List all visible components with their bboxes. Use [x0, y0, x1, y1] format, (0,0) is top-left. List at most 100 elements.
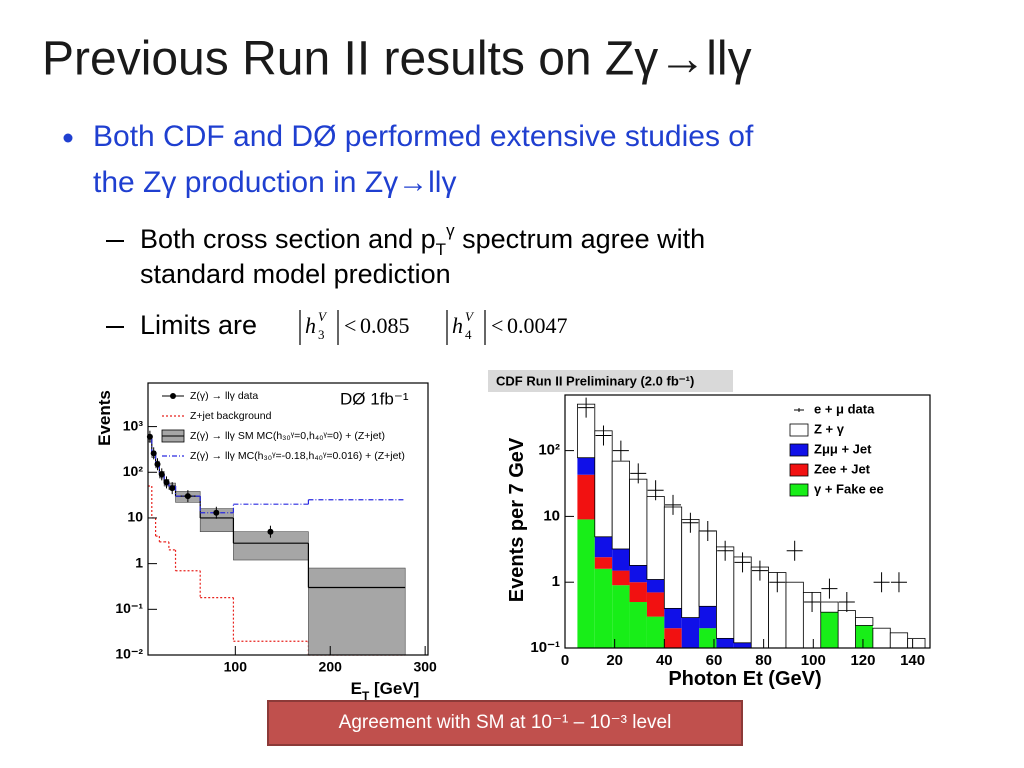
stack-bar — [872, 627, 891, 649]
x-tick-label: 40 — [656, 652, 673, 669]
plot-frame — [147, 382, 429, 656]
legend-label: Z+jet background — [190, 410, 272, 422]
x-tick-label: 300 — [413, 659, 437, 675]
formula-value: 0.085 — [360, 313, 410, 338]
data-point — [647, 480, 664, 501]
stack-bar — [820, 612, 839, 648]
data-point — [163, 479, 170, 486]
legend-label: Z(γ) → llγ SM MC(h₃₀ᵞ=0,h₄₀ᵞ=0) + (Z+jet… — [190, 430, 385, 442]
formula-part: h — [452, 313, 463, 338]
y-axis-label: Events per 7 GeV — [506, 437, 528, 602]
legend-symbol — [789, 483, 809, 497]
stack-bar — [664, 628, 682, 648]
x-tick-label: 120 — [850, 652, 875, 669]
stack-bar — [646, 616, 665, 648]
legend-symbol — [789, 443, 809, 457]
stack-bar — [577, 474, 595, 520]
chart-title-box — [488, 370, 733, 392]
formula-symbol: h — [452, 313, 463, 338]
data-point — [158, 471, 165, 478]
bullet-text: Both CDF and DØ performed extensive stud… — [93, 120, 754, 153]
data-point — [169, 485, 176, 492]
text-part: Both cross section and p — [140, 224, 436, 254]
legend-label: γ + Fake ee — [814, 481, 884, 496]
text-part: T — [436, 240, 446, 259]
stack-bar — [629, 582, 647, 603]
stack-bar — [733, 642, 752, 648]
x-axis-label: Photon Et (GeV) — [668, 668, 821, 690]
x-tick-label: 0 — [561, 652, 569, 669]
bullet-text: the Zγ production in Zγ→llγ — [93, 166, 456, 199]
stack-bar — [612, 585, 630, 648]
legend-label: Z(γ) → llγ data — [190, 390, 258, 402]
stack-bar — [629, 602, 647, 648]
y-tick-label: 10³ — [123, 417, 144, 433]
data-point — [595, 425, 612, 446]
text-part: Events — [95, 390, 114, 446]
annotation: DØ 1fb⁻¹ — [340, 389, 409, 408]
legend-label: e + μ data — [814, 401, 875, 416]
x-tick-label: 100 — [801, 652, 826, 669]
stack-bar — [820, 601, 839, 613]
data-point — [150, 450, 157, 457]
x-tick-label: 20 — [606, 652, 623, 669]
y-axis-label: Events — [95, 390, 114, 446]
stack-bar — [855, 617, 874, 626]
x-tick-label: 100 — [224, 659, 248, 675]
data-point — [154, 461, 161, 468]
stack-bar — [594, 536, 613, 558]
legend-symbol — [170, 393, 176, 399]
x-axis-label: ET [GeV] — [351, 679, 420, 703]
formula-sup: V — [318, 309, 328, 324]
stack-bar — [681, 617, 700, 648]
sub-bullet-text: Both cross section and pTγ spectrum agre… — [140, 221, 705, 259]
stack-bar — [646, 496, 665, 580]
stack-bar — [646, 592, 665, 617]
text-part: standard model prediction — [140, 259, 451, 289]
text-part: E — [351, 679, 362, 698]
formula-relation: < — [491, 313, 503, 338]
slide-title: Previous Run II results on Zγ→llγ — [42, 33, 752, 86]
stack-bar — [629, 565, 647, 583]
legend-symbol — [794, 408, 804, 412]
data-point — [804, 592, 821, 613]
legend-label: Z(γ) → llγ MC(h₃₀ᵞ=-0.18,h₄₀ᵞ=0.016) + (… — [190, 450, 405, 462]
legend-symbol — [789, 463, 809, 477]
x-tick-label: 80 — [755, 652, 772, 669]
data-point — [734, 552, 751, 573]
text-part: Photon Et (GeV) — [668, 668, 821, 690]
y-tick-label: 1 — [135, 554, 143, 570]
stack-bar — [594, 557, 613, 569]
stack-bar — [681, 519, 700, 618]
data-point — [612, 440, 629, 461]
formula-sup: V — [465, 309, 475, 324]
stack-bar — [594, 568, 613, 648]
x-tick-label: 60 — [706, 652, 723, 669]
stack-bar — [716, 638, 734, 648]
x-tick-label: 200 — [319, 659, 343, 675]
data-point — [630, 463, 647, 484]
data-point — [786, 540, 803, 561]
stack-bar — [577, 457, 595, 475]
stack-bar — [837, 610, 856, 649]
stack-bar — [663, 506, 683, 609]
formula-relation: < — [344, 313, 356, 338]
stack-bar — [699, 606, 717, 629]
data-point — [769, 572, 786, 593]
stack-bar — [889, 632, 909, 649]
y-tick-label: 10 — [127, 509, 143, 525]
data-point — [665, 494, 682, 515]
data-point — [578, 397, 595, 418]
data-point — [213, 509, 220, 516]
formula-sub: 4 — [465, 327, 472, 342]
stack-bar — [699, 628, 717, 648]
data-point — [890, 572, 907, 593]
stack-bar — [907, 637, 926, 649]
legend-label: Z + γ — [814, 421, 845, 436]
data-point — [821, 578, 838, 599]
y-tick-label: 10 — [543, 507, 560, 524]
y-tick-label: 1 — [552, 573, 560, 590]
data-point — [699, 521, 716, 542]
